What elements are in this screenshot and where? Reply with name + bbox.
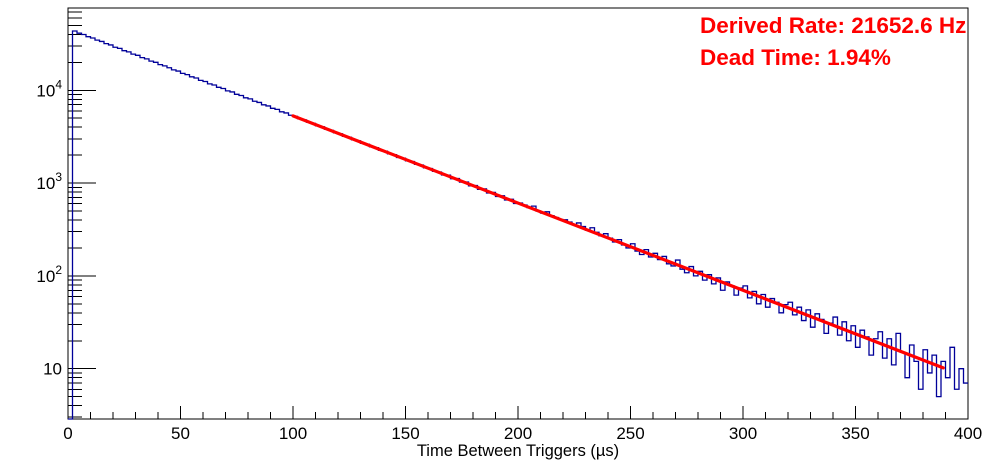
derived-rate-annotation: Derived Rate: 21652.6 Hz xyxy=(700,13,967,38)
x-tick-label: 50 xyxy=(171,424,190,443)
y-tick-label: 104 xyxy=(36,77,62,100)
x-tick-label: 0 xyxy=(63,424,72,443)
y-tick-label: 102 xyxy=(36,263,62,286)
x-tick-label: 150 xyxy=(391,424,419,443)
x-tick-label: 200 xyxy=(504,424,532,443)
fit-line xyxy=(291,114,945,370)
x-tick-label: 350 xyxy=(841,424,869,443)
y-tick-label: 10 xyxy=(43,360,62,379)
y-tick-label: 103 xyxy=(36,170,62,193)
dead-time-annotation: Dead Time: 1.94% xyxy=(700,44,891,70)
x-tick-label: 400 xyxy=(954,424,982,443)
fit-result-annotations: Derived Rate: 21652.6 Hz Dead Time: 1.94… xyxy=(700,10,966,73)
histogram-series xyxy=(68,30,968,420)
x-tick-label: 250 xyxy=(616,424,644,443)
x-tick-label: 300 xyxy=(729,424,757,443)
x-tick-label: 100 xyxy=(279,424,307,443)
x-axis-title: Time Between Triggers (µs) xyxy=(416,442,620,460)
